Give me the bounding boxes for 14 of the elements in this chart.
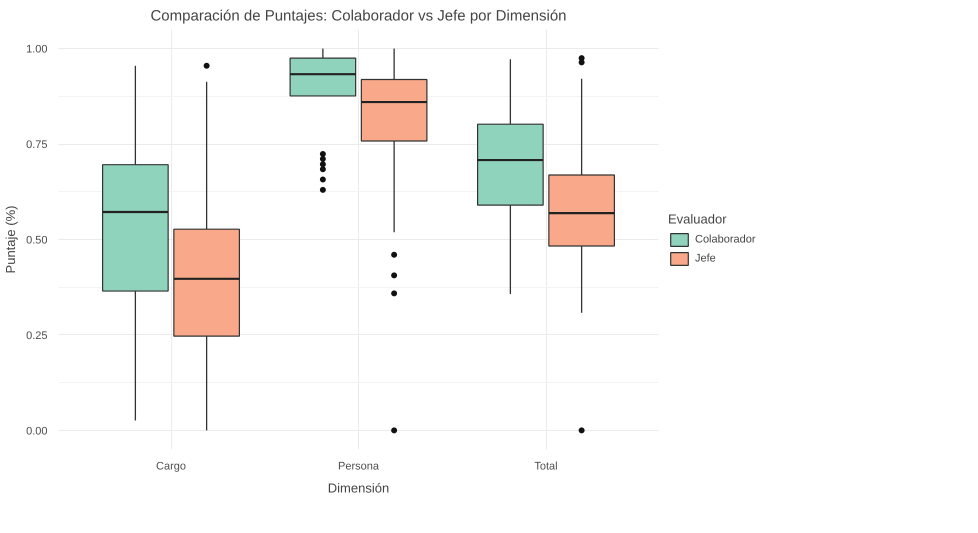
chart-title: Comparación de Puntajes: Colaborador vs Jefe por Dimensión [150,8,567,24]
legend-label: Jefe [695,252,716,264]
y-tick-label: 0.25 [26,330,48,342]
x-axis-title: Dimensión [328,480,390,496]
y-axis-title: Puntaje (%) [3,206,18,274]
legend-label: Colaborador [695,234,756,246]
x-tick-label: Cargo [156,460,186,472]
y-tick-label: 0.00 [26,425,48,438]
y-tick-label: 0.50 [26,234,48,246]
y-tick-label: 0.75 [26,139,48,152]
legend-title: Evaluador [668,212,728,226]
x-tick-label: Total [534,460,558,472]
x-tick-label: Persona [338,460,380,472]
y-tick-label: 1.00 [26,44,48,56]
